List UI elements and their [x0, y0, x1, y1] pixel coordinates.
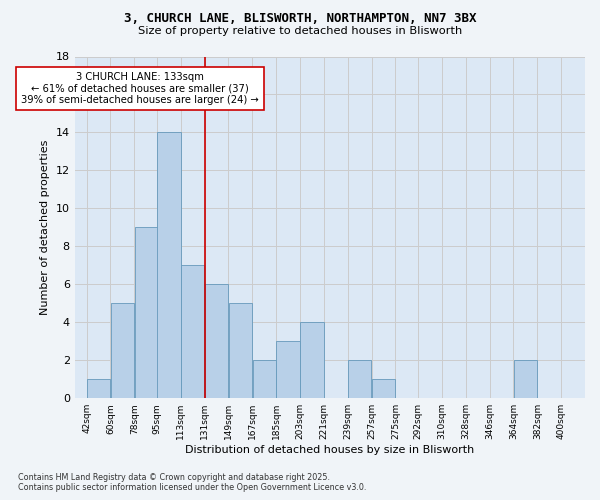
Bar: [110, 304, 134, 398]
Bar: [253, 360, 276, 398]
Bar: [205, 284, 228, 398]
Bar: [229, 304, 252, 398]
Bar: [348, 360, 371, 398]
Bar: [372, 379, 395, 398]
Bar: [87, 379, 110, 398]
Bar: [277, 342, 300, 398]
Text: 3, CHURCH LANE, BLISWORTH, NORTHAMPTON, NN7 3BX: 3, CHURCH LANE, BLISWORTH, NORTHAMPTON, …: [124, 12, 476, 26]
Y-axis label: Number of detached properties: Number of detached properties: [40, 140, 50, 315]
Bar: [134, 228, 158, 398]
Text: Contains HM Land Registry data © Crown copyright and database right 2025.
Contai: Contains HM Land Registry data © Crown c…: [18, 473, 367, 492]
X-axis label: Distribution of detached houses by size in Blisworth: Distribution of detached houses by size …: [185, 445, 475, 455]
Bar: [157, 132, 181, 398]
Bar: [181, 266, 205, 398]
Text: Size of property relative to detached houses in Blisworth: Size of property relative to detached ho…: [138, 26, 462, 36]
Text: 3 CHURCH LANE: 133sqm
← 61% of detached houses are smaller (37)
39% of semi-deta: 3 CHURCH LANE: 133sqm ← 61% of detached …: [21, 72, 259, 105]
Bar: [300, 322, 323, 398]
Bar: [514, 360, 537, 398]
